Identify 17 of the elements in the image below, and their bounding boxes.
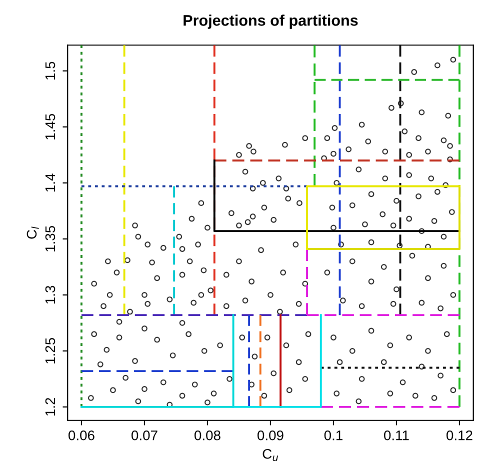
x-tick-label: 0.07 — [132, 430, 158, 440]
x-tick-label: 0.1 — [324, 430, 342, 440]
y-tick-label: 1.25 — [45, 338, 56, 364]
y-tick-label: 1.2 — [45, 398, 56, 416]
x-tick-label: 0.06 — [68, 430, 94, 440]
y-axis-title: C$_{l}$ — [26, 226, 39, 239]
y-tick-label: 1.35 — [45, 226, 56, 252]
x-tick-label: 0.08 — [194, 430, 220, 440]
y-tick-label: 1.45 — [45, 114, 56, 140]
x-tick-label: 0.09 — [258, 430, 284, 440]
x-axis-title: C$_{u}$ — [262, 448, 278, 462]
y-tick-label: 1.3 — [45, 286, 56, 304]
x-tick-label: 0.12 — [446, 430, 472, 440]
y-tick-label: 1.5 — [45, 62, 56, 80]
x-tick-label: 0.11 — [384, 430, 409, 440]
chart-title: Projections of partitions — [184, 14, 358, 29]
y-tick-label: 1.4 — [45, 174, 56, 192]
